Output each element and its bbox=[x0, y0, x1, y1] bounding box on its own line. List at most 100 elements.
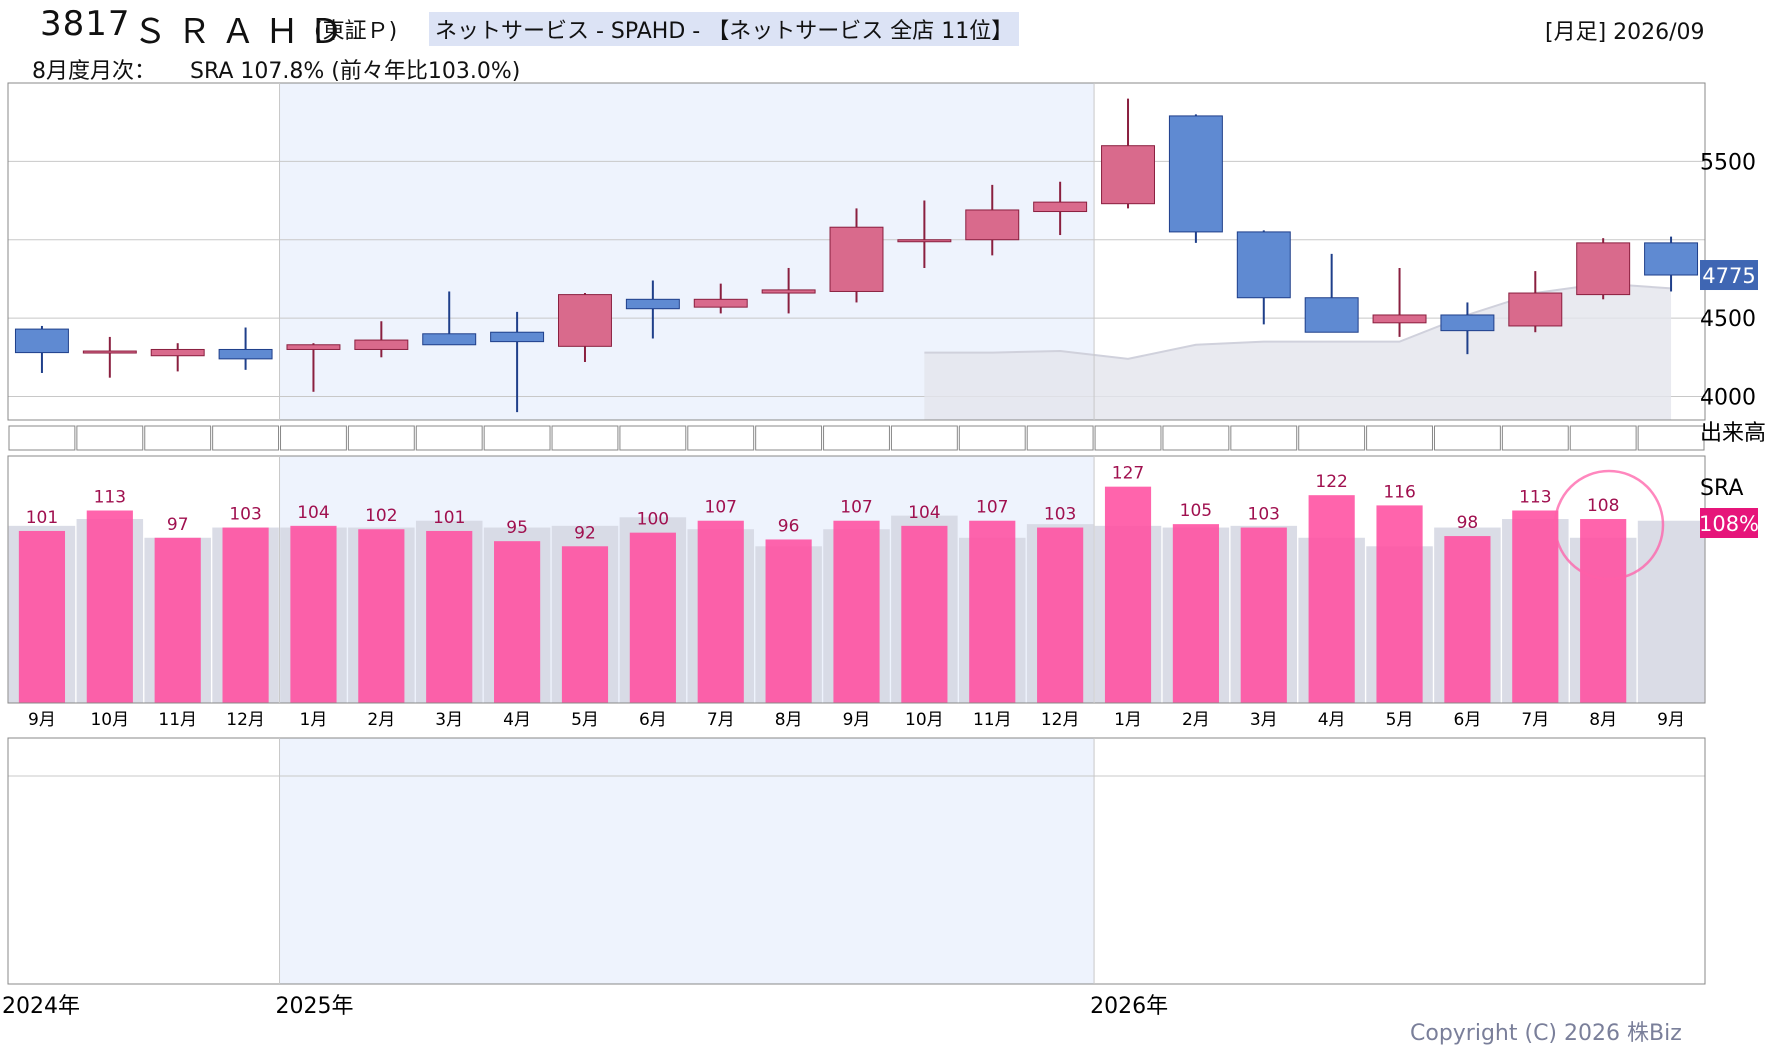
month-tick-label: 1月 bbox=[300, 710, 328, 730]
sra-latest-label: 108% bbox=[1699, 512, 1759, 536]
volume-cell bbox=[890, 425, 958, 451]
candle bbox=[1440, 302, 1495, 355]
candle-body bbox=[354, 339, 409, 350]
market-label: (東証Ｐ) bbox=[314, 19, 398, 44]
candle bbox=[1508, 271, 1563, 333]
candle-body bbox=[82, 350, 137, 354]
sra-data-label: 127 bbox=[1112, 464, 1144, 484]
price-tick-label: 4000 bbox=[1700, 385, 1756, 410]
month-tick-label: 8月 bbox=[1589, 710, 1617, 730]
month-tick-label: 3月 bbox=[1250, 710, 1278, 730]
month-tick-label: 9月 bbox=[843, 710, 871, 730]
sra-bar bbox=[86, 510, 133, 703]
month-tick-label: 2月 bbox=[1182, 710, 1210, 730]
sra-data-label: 116 bbox=[1383, 482, 1415, 502]
candle bbox=[1168, 114, 1223, 243]
month-tick-label: 11月 bbox=[158, 710, 197, 730]
month-tick-label: 9月 bbox=[28, 710, 56, 730]
sra-bar bbox=[969, 520, 1016, 703]
price-tick-label: 5500 bbox=[1700, 150, 1756, 175]
candle bbox=[1644, 236, 1699, 292]
sra-bar bbox=[1104, 486, 1152, 703]
volume-cell bbox=[1298, 425, 1366, 451]
volume-cell bbox=[1094, 425, 1162, 451]
copyright: Copyright (C) 2026 株Biz bbox=[1410, 1021, 1682, 1046]
volume-cell bbox=[687, 425, 755, 451]
last-price-label: 4775 bbox=[1702, 264, 1755, 288]
sra-panel: 101 113 97 103 104 102 101 95 92 100 107 96 107 104 10… bbox=[7, 455, 1706, 704]
candle bbox=[354, 321, 409, 358]
volume-cell bbox=[1569, 425, 1637, 451]
sra-data-label: 103 bbox=[229, 505, 261, 525]
sra-data-label: 104 bbox=[297, 503, 329, 523]
volume-cell bbox=[1162, 425, 1230, 451]
volume-cell bbox=[619, 425, 687, 451]
month-tick-label: 3月 bbox=[435, 710, 463, 730]
candle bbox=[1372, 267, 1427, 337]
band-2025-sra bbox=[279, 456, 1095, 703]
price-tick-label: 4500 bbox=[1700, 307, 1756, 332]
candle-body bbox=[1576, 242, 1631, 296]
bottom-panel bbox=[7, 737, 1706, 985]
candle-body bbox=[1440, 314, 1495, 332]
bottom-panel-frame bbox=[7, 737, 1706, 985]
candle bbox=[1236, 230, 1291, 325]
candle bbox=[150, 343, 205, 372]
sra-bar bbox=[833, 520, 880, 703]
volume-cell bbox=[1433, 425, 1501, 451]
month-tick-label: 6月 bbox=[1454, 710, 1482, 730]
candle bbox=[693, 283, 748, 314]
volume-cell bbox=[144, 425, 212, 451]
sra-bar bbox=[1240, 527, 1287, 703]
month-tick-label: 5月 bbox=[1386, 710, 1414, 730]
sra-bar bbox=[222, 527, 269, 703]
candle-body bbox=[422, 333, 477, 346]
candle-body bbox=[490, 331, 545, 343]
volume-label: 出来高 bbox=[1700, 421, 1766, 446]
candle bbox=[14, 325, 69, 373]
volume-cell bbox=[212, 425, 280, 451]
volume-cell bbox=[76, 425, 144, 451]
volume-cell bbox=[8, 425, 76, 451]
sra-data-label: 96 bbox=[778, 516, 800, 536]
candle-body bbox=[1304, 297, 1359, 333]
volume-cell bbox=[347, 425, 415, 451]
sra-bar bbox=[358, 529, 405, 703]
candle bbox=[1033, 181, 1088, 236]
candle-body bbox=[1168, 115, 1223, 233]
candle bbox=[1101, 98, 1155, 209]
sra-bar bbox=[765, 539, 812, 703]
sra-data-label: 104 bbox=[908, 503, 940, 523]
volume-cell bbox=[483, 425, 551, 451]
sra-bar bbox=[154, 537, 201, 703]
sra-data-label: 92 bbox=[574, 523, 596, 543]
prior-year-bar bbox=[1637, 520, 1705, 703]
volume-cell bbox=[823, 425, 890, 451]
candle-body bbox=[1101, 145, 1155, 205]
year-label: 2025年 bbox=[276, 994, 354, 1019]
candle bbox=[490, 311, 545, 413]
sra-bar bbox=[18, 530, 66, 703]
candle-body bbox=[1508, 292, 1563, 327]
sra-bar bbox=[1444, 536, 1491, 703]
band-2025-bottom bbox=[279, 738, 1095, 984]
sra-data-label: 100 bbox=[637, 510, 669, 530]
month-tick-label: 6月 bbox=[639, 710, 667, 730]
candle-body bbox=[693, 298, 748, 308]
candle-body bbox=[897, 239, 952, 243]
sra-data-label: 105 bbox=[1180, 501, 1212, 521]
candle-body bbox=[14, 328, 69, 354]
industry-badge: ネットサービス - SPAHD - 【ネットサービス 全店 11位】 bbox=[429, 12, 1020, 46]
year-label: 2024年 bbox=[2, 994, 80, 1019]
candle bbox=[761, 267, 816, 314]
month-tick-label: 12月 bbox=[1041, 710, 1080, 730]
price-panel: 4000 4500 5500 bbox=[7, 82, 1756, 421]
sra-data-label: 107 bbox=[840, 498, 872, 518]
company-name: ＳＲＡＨＤ bbox=[133, 12, 353, 52]
candle-body bbox=[1372, 314, 1427, 324]
candle-body bbox=[625, 298, 680, 310]
month-tick-label: 4月 bbox=[1318, 710, 1346, 730]
month-tick-label: 11月 bbox=[973, 710, 1012, 730]
sra-data-label: 101 bbox=[26, 508, 58, 528]
candle bbox=[286, 343, 341, 392]
